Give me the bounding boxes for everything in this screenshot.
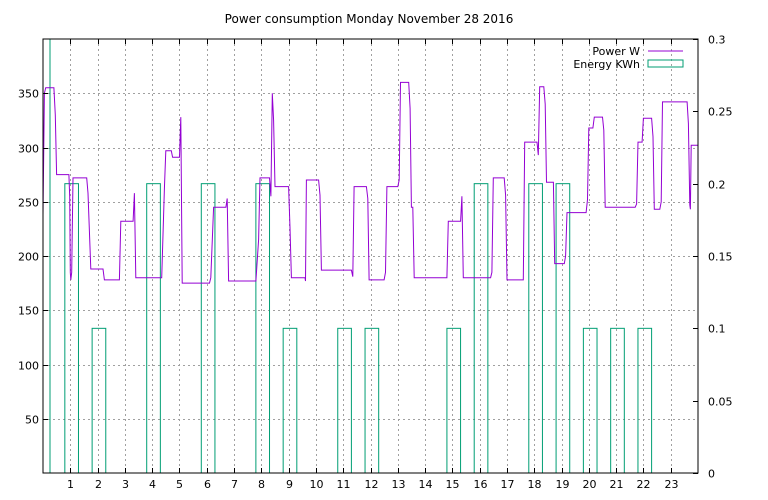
- x-tick-label: 10: [310, 478, 324, 491]
- x-tick-label: 7: [231, 478, 238, 491]
- y2-tick-label: 0: [708, 468, 715, 481]
- y2-tick-label: 0.3: [708, 34, 726, 47]
- y-tick-label: 350: [18, 88, 39, 101]
- y2-tick-label: 0.15: [708, 251, 733, 264]
- x-tick-label: 19: [556, 478, 570, 491]
- y-tick-label: 300: [18, 143, 39, 156]
- grid-lines: [43, 39, 698, 473]
- y-tick-label: 250: [18, 197, 39, 210]
- x-tick-label: 22: [637, 478, 651, 491]
- x-tick-label: 8: [258, 478, 265, 491]
- x-tick-label: 2: [95, 478, 102, 491]
- x-tick-label: 6: [204, 478, 211, 491]
- x-tick-label: 5: [176, 478, 183, 491]
- x-tick-label: 20: [583, 478, 597, 491]
- legend-swatch-energy: [647, 59, 684, 68]
- legend-label-power: Power W: [592, 45, 640, 58]
- x-tick-label: 21: [610, 478, 624, 491]
- x-tick-label: 4: [149, 478, 156, 491]
- y2-tick-label: 0.1: [708, 323, 726, 336]
- x-tick-label: 12: [365, 478, 379, 491]
- y2-tick-label: 0.25: [708, 106, 733, 119]
- x-tick-label: 23: [665, 478, 679, 491]
- power-line: [42, 81, 698, 284]
- x-tick-label: 13: [392, 478, 406, 491]
- legend-label-energy: Energy KWh: [573, 58, 640, 71]
- x-tick-label: 9: [286, 478, 293, 491]
- x-tick-label: 18: [528, 478, 542, 491]
- x-tick-label: 17: [501, 478, 515, 491]
- x-tick-label: 15: [446, 478, 460, 491]
- y-tick-label: 50: [25, 414, 39, 427]
- x-tick-label: 14: [419, 478, 433, 491]
- x-tick-label: 3: [122, 478, 129, 491]
- y2-tick-label: 0.2: [708, 179, 726, 192]
- axes: 1 2 3 4 5 6 7 8 9 10 11 12 13 14 15 16 17 18 19 20 21 22 23501…: [18, 34, 733, 492]
- chart-title: Power consumption Monday November 28 201…: [225, 12, 514, 26]
- y-tick-label: 150: [18, 305, 39, 318]
- x-tick-label: 11: [337, 478, 351, 491]
- x-tick-label: 1: [67, 478, 74, 491]
- power-line-layer: [42, 81, 698, 284]
- y2-tick-label: 0.05: [708, 396, 733, 409]
- x-tick-label: 16: [474, 478, 488, 491]
- y-tick-label: 100: [18, 360, 39, 373]
- y-tick-label: 200: [18, 251, 39, 264]
